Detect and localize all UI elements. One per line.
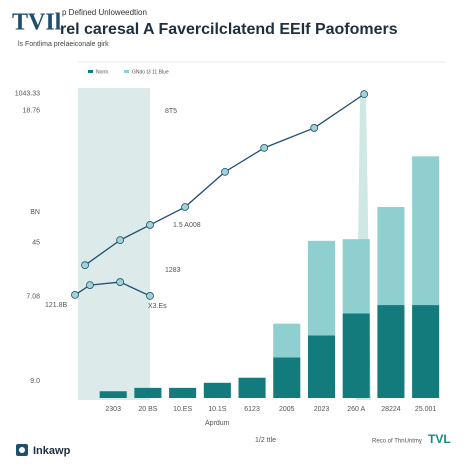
x-tick-label: 10.ES [173,406,192,413]
bar [273,323,301,358]
annotation: 8T5 [165,108,177,115]
line-point [71,291,79,299]
y-tick-label: 9.0 [30,378,40,385]
footer-mark: TVL [428,432,451,446]
kicker: p Defined Unloweedtion [62,8,147,17]
y-tick-label: 7.08 [26,293,40,300]
legend-swatch [88,70,93,73]
annotation: X3.Es [148,303,167,310]
line-point [181,203,189,211]
bar [412,305,440,398]
y-tick-label: 45 [32,239,40,246]
brand: TVIl [12,10,62,36]
subtitle: ls Fontlima prelaeiconale girk [18,41,109,48]
line-point [86,281,94,290]
x-tick-label: 260 A [347,406,365,413]
x-tick-label: 28224 [381,406,401,413]
line-point [360,90,369,99]
annotation: 1283 [165,267,181,274]
bar [99,391,127,398]
legend-label: Norm [96,69,108,75]
x-tick-label: 10.1S [208,406,227,413]
x-axis-title: Aprdum [205,420,230,427]
bar [134,387,162,398]
line-point [260,143,269,152]
annotation: 1.5 A008 [173,222,201,229]
bar [307,240,336,336]
x-tick-label: 6123 [244,406,260,413]
bar [412,156,440,306]
y-tick-label: 18.76 [22,108,40,115]
line-point [146,221,154,229]
line [84,93,365,266]
line-point [116,236,125,245]
x-tick-label: 25.001 [415,406,437,413]
line-point [310,124,319,132]
bar [273,357,301,398]
bar [307,335,336,398]
bar [238,377,266,398]
chart-title: rel caresal A Favercilclatend EEIf Paofo… [60,21,398,38]
bar [377,305,405,398]
line-point [81,261,89,270]
footer-logo-dot [19,447,25,453]
footer-logo: Inkawp [33,445,71,457]
x-tick-label: 2005 [279,406,295,413]
line [74,281,151,297]
footer-source: Reco of ThnUntmy [372,439,422,445]
y-tick-label: 1043.33 [15,91,40,98]
footer-center: 1/2 ttle [255,437,276,444]
y-tick-label: BN [30,209,40,216]
x-tick-label: 20 BS [138,406,157,413]
bar [342,313,370,398]
annotation: 121.8B [45,302,68,309]
line-point [116,278,125,286]
bar [342,239,370,314]
bar [169,387,197,398]
line-point [221,167,229,176]
legend-swatch [124,70,129,73]
line-point [146,292,154,300]
legend-label: GNdo t3 11 Blue [132,69,169,75]
bar [203,382,231,398]
x-tick-label: 2023 [314,406,330,413]
bar [377,207,405,306]
x-tick-label: 2303 [105,406,121,413]
